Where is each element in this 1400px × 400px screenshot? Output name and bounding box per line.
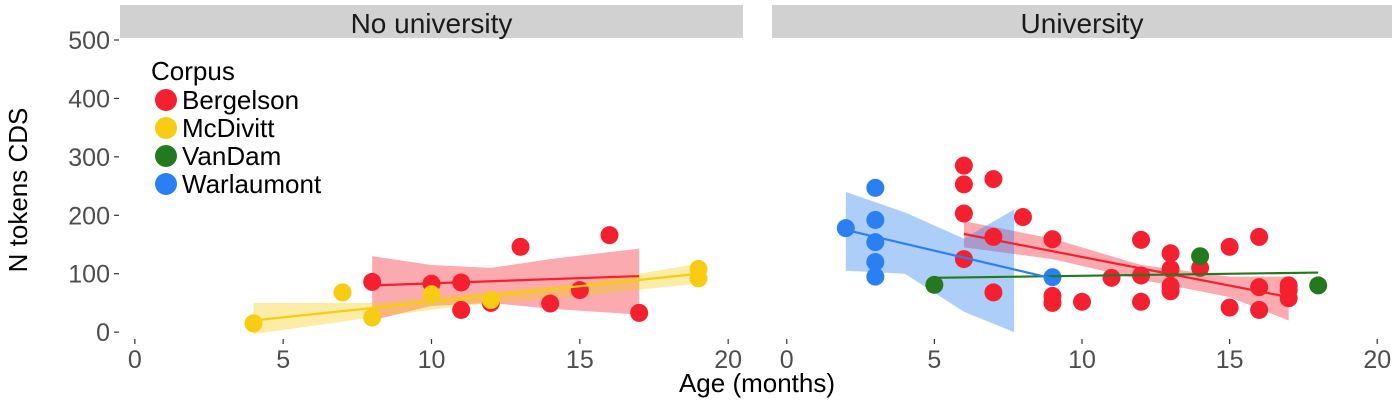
- data-point-bergelson: [1043, 230, 1062, 249]
- legend-label: McDivitt: [182, 113, 275, 143]
- data-point-bergelson: [1220, 237, 1239, 256]
- data-point-bergelson: [1073, 292, 1091, 311]
- legend-label: Warlaumont: [182, 169, 322, 199]
- confidence-bands: [845, 191, 1289, 333]
- facet-label-university: University: [1021, 8, 1144, 39]
- data-point-bergelson: [1161, 244, 1180, 263]
- fit-line-warlaumont: [845, 228, 1053, 280]
- x-tick-label: 20: [1363, 346, 1391, 374]
- x-tick-label: 5: [276, 346, 290, 374]
- data-point-bergelson: [954, 204, 973, 223]
- legend-item-warlaumont: Warlaumont: [155, 169, 322, 199]
- x-tick-label: 15: [566, 346, 594, 374]
- fit-line-bergelson: [372, 274, 640, 287]
- data-point-bergelson: [600, 226, 619, 245]
- y-tick-label: 300: [68, 144, 110, 172]
- confidence-bands: [253, 248, 699, 334]
- data-point-bergelson: [541, 294, 560, 313]
- data-point-warlaumont: [866, 253, 885, 272]
- data-point-bergelson: [1043, 293, 1062, 312]
- x-tick-label: 5: [927, 346, 941, 374]
- facet-strips: No university University: [120, 5, 1392, 39]
- data-point-bergelson: [984, 283, 1003, 302]
- legend-item-mcdivitt: McDivitt: [155, 113, 275, 143]
- data-point-vandam: [1191, 247, 1210, 266]
- fit-line-mcdivitt: [253, 272, 699, 322]
- confidence-band-warlaumont: [845, 191, 1015, 333]
- data-point-bergelson: [1279, 289, 1298, 308]
- legend-title: Corpus: [151, 56, 235, 86]
- data-point-mcdivitt: [333, 283, 352, 302]
- x-tick-label: 0: [780, 346, 794, 374]
- fit-lines: [253, 272, 699, 322]
- y-tick-label: 100: [68, 261, 110, 289]
- data-point-warlaumont: [836, 219, 855, 238]
- y-axis: 0 100 200 300 400 500: [68, 27, 119, 347]
- x-tick-label: 10: [1068, 346, 1096, 374]
- data-point-mcdivitt: [422, 285, 441, 304]
- panel-no-university: [244, 226, 708, 334]
- panel-layers: [244, 156, 1328, 334]
- data-point-bergelson: [570, 281, 589, 300]
- data-point-bergelson: [1161, 282, 1180, 301]
- data-point-warlaumont: [866, 210, 885, 229]
- legend-item-vandam: VanDam: [155, 141, 281, 171]
- legend-label: VanDam: [182, 141, 281, 171]
- legend-label: Bergelson: [182, 85, 299, 115]
- data-point-mcdivitt: [689, 269, 708, 288]
- fit-lines: [845, 228, 1319, 299]
- data-point-bergelson: [1132, 230, 1151, 249]
- data-point-bergelson: [954, 156, 973, 175]
- legend-swatch: [155, 117, 177, 139]
- x-axis-title: Age (months): [679, 368, 835, 398]
- legend-swatch: [155, 145, 177, 167]
- data-point-vandam: [1309, 276, 1328, 295]
- data-point-bergelson: [1250, 227, 1269, 246]
- data-point-bergelson: [954, 250, 973, 269]
- y-tick-label: 400: [68, 85, 110, 113]
- panel-university: [836, 156, 1328, 333]
- data-point-bergelson: [984, 170, 1003, 189]
- facet-label-no-university: No university: [351, 8, 513, 39]
- data-point-bergelson: [1220, 298, 1239, 317]
- confidence-band-bergelson: [372, 248, 640, 321]
- confidence-band-bergelson: [963, 221, 1289, 321]
- data-point-bergelson: [1102, 268, 1121, 287]
- data-points: [244, 226, 708, 333]
- data-point-mcdivitt: [363, 308, 382, 327]
- data-point-bergelson: [511, 237, 530, 256]
- data-point-warlaumont: [866, 178, 885, 197]
- facet-strip-no-university: [120, 5, 743, 38]
- x-tick-label: 10: [418, 346, 446, 374]
- data-point-bergelson: [363, 272, 382, 291]
- x-axes: 0 5 10 15 20 0 5 10 15 20: [128, 339, 1391, 374]
- data-point-mcdivitt: [244, 314, 263, 333]
- y-tick-label: 200: [68, 202, 110, 230]
- data-point-bergelson: [1132, 292, 1151, 311]
- y-axis-title: N tokens CDS: [3, 108, 33, 273]
- facet-strip-university: [772, 5, 1392, 38]
- fit-line-bergelson: [963, 232, 1289, 299]
- data-point-bergelson: [630, 303, 649, 322]
- y-tick-label: 0: [96, 319, 110, 347]
- fit-line-vandam: [934, 271, 1319, 279]
- data-point-bergelson: [984, 227, 1003, 246]
- x-tick-label: 15: [1216, 346, 1244, 374]
- data-point-mcdivitt: [481, 291, 500, 310]
- data-point-bergelson: [1250, 300, 1269, 319]
- legend-item-bergelson: Bergelson: [155, 85, 299, 115]
- x-tick-label: 20: [714, 346, 742, 374]
- data-point-warlaumont: [866, 267, 885, 286]
- y-tick-label: 500: [68, 27, 110, 55]
- legend-swatch: [155, 89, 177, 111]
- data-point-bergelson: [954, 175, 973, 194]
- legend-swatch: [155, 173, 177, 195]
- data-point-vandam: [925, 275, 944, 294]
- data-point-bergelson: [1013, 208, 1032, 227]
- x-tick-label: 0: [128, 346, 142, 374]
- data-point-bergelson: [452, 300, 471, 319]
